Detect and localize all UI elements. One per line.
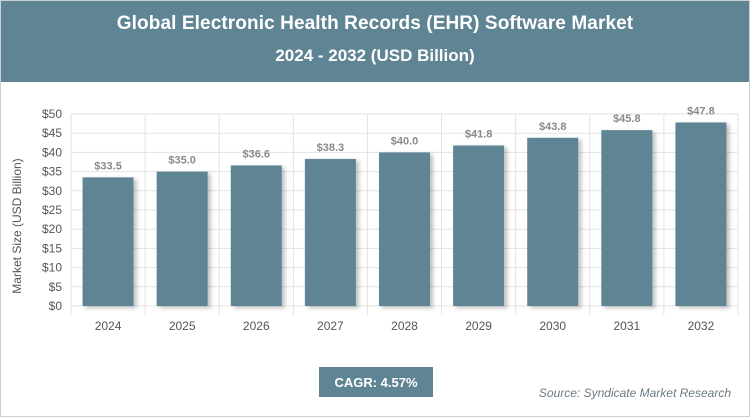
bar-2030 — [527, 137, 579, 306]
bar-2027 — [304, 158, 356, 306]
x-tick-label: 2026 — [243, 319, 270, 333]
y-tick-label: $20 — [42, 222, 62, 236]
bar-value-label: $33.5 — [94, 160, 122, 172]
bar-value-label: $38.3 — [317, 142, 345, 154]
bar-value-label: $36.6 — [243, 148, 271, 160]
bar-2031 — [601, 130, 653, 306]
bar-2028 — [379, 152, 430, 306]
y-axis-label: Market Size (USD Billion) — [10, 158, 24, 293]
y-tick-label: $0 — [49, 299, 63, 313]
y-tick-label: $40 — [42, 145, 62, 159]
x-tick-label: 2027 — [317, 319, 344, 333]
bar-value-label: $40.0 — [391, 135, 419, 147]
chart-subtitle: 2024 - 2032 (USD Billion) — [275, 46, 475, 65]
y-tick-label: $25 — [42, 203, 62, 217]
bar-2032 — [675, 122, 727, 306]
bar-2026 — [230, 165, 282, 306]
source-note: Source: Syndicate Market Research — [538, 386, 731, 400]
bar-value-label: $45.8 — [613, 113, 641, 125]
x-tick-label: 2025 — [169, 319, 196, 333]
title-banner: Global Electronic Health Records (EHR) S… — [1, 1, 749, 82]
bar-2024 — [82, 177, 134, 306]
x-tick-label: 2024 — [95, 319, 122, 333]
x-tick-label: 2028 — [391, 319, 418, 333]
y-tick-label: $15 — [42, 241, 62, 255]
x-tick-label: 2031 — [613, 319, 640, 333]
y-tick-label: $5 — [49, 280, 63, 294]
y-tick-label: $10 — [42, 261, 62, 275]
y-tick-label: $45 — [42, 126, 62, 140]
bar-value-label: $41.8 — [465, 128, 493, 140]
bar-2029 — [453, 145, 505, 306]
bar-value-label: $47.8 — [687, 105, 715, 117]
cagr-badge: CAGR: 4.57% — [319, 367, 433, 397]
bar-2025 — [156, 171, 208, 306]
y-tick-label: $30 — [42, 184, 62, 198]
y-tick-label: $35 — [42, 165, 62, 179]
x-tick-label: 2032 — [688, 319, 715, 333]
chart-title: Global Electronic Health Records (EHR) S… — [116, 13, 634, 34]
bar-chart: $0 $5 $10 $15 $20 $25 $30 $35 $40 $45 $50 $33.5 2024… — [10, 105, 739, 333]
x-tick-label: 2030 — [539, 319, 566, 333]
bar-value-label: $43.8 — [539, 121, 567, 133]
x-tick-label: 2029 — [465, 319, 492, 333]
y-tick-label: $50 — [42, 107, 62, 121]
bar-value-label: $35.0 — [168, 155, 196, 167]
